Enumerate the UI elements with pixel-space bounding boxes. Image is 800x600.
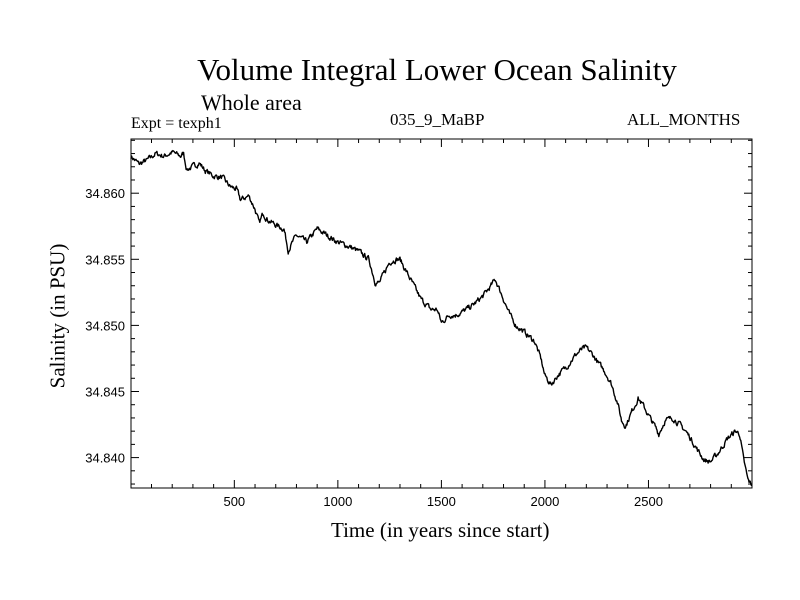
months-label: ALL_MONTHS	[627, 110, 741, 129]
y-tick-label: 34.840	[85, 451, 125, 466]
y-tick-label: 34.845	[85, 384, 125, 399]
case-id-label: 035_9_MaBP	[390, 110, 485, 129]
experiment-label: Expt = texph1	[131, 115, 222, 132]
chart-subtitle: Whole area	[201, 90, 302, 115]
plot-area: 500 1000 1500 2000 2500 34.840 34.845 34.850 34.…	[85, 138, 753, 509]
x-tick-label: 500	[223, 494, 245, 509]
y-tick-label: 34.850	[85, 318, 125, 333]
x-tick-label: 2000	[530, 494, 559, 509]
y-axis-label: Salinity (in PSU)	[45, 243, 70, 389]
x-tick-label: 1000	[323, 494, 352, 509]
salinity-series-line	[130, 149, 753, 487]
x-tick-label: 2500	[634, 494, 663, 509]
x-tick-label: 1500	[427, 494, 456, 509]
x-axis-label: Time (in years since start)	[331, 518, 550, 542]
y-tick-label: 34.860	[85, 186, 125, 201]
y-tick-label: 34.855	[85, 252, 125, 267]
chart-title: Volume Integral Lower Ocean Salinity	[197, 52, 677, 87]
